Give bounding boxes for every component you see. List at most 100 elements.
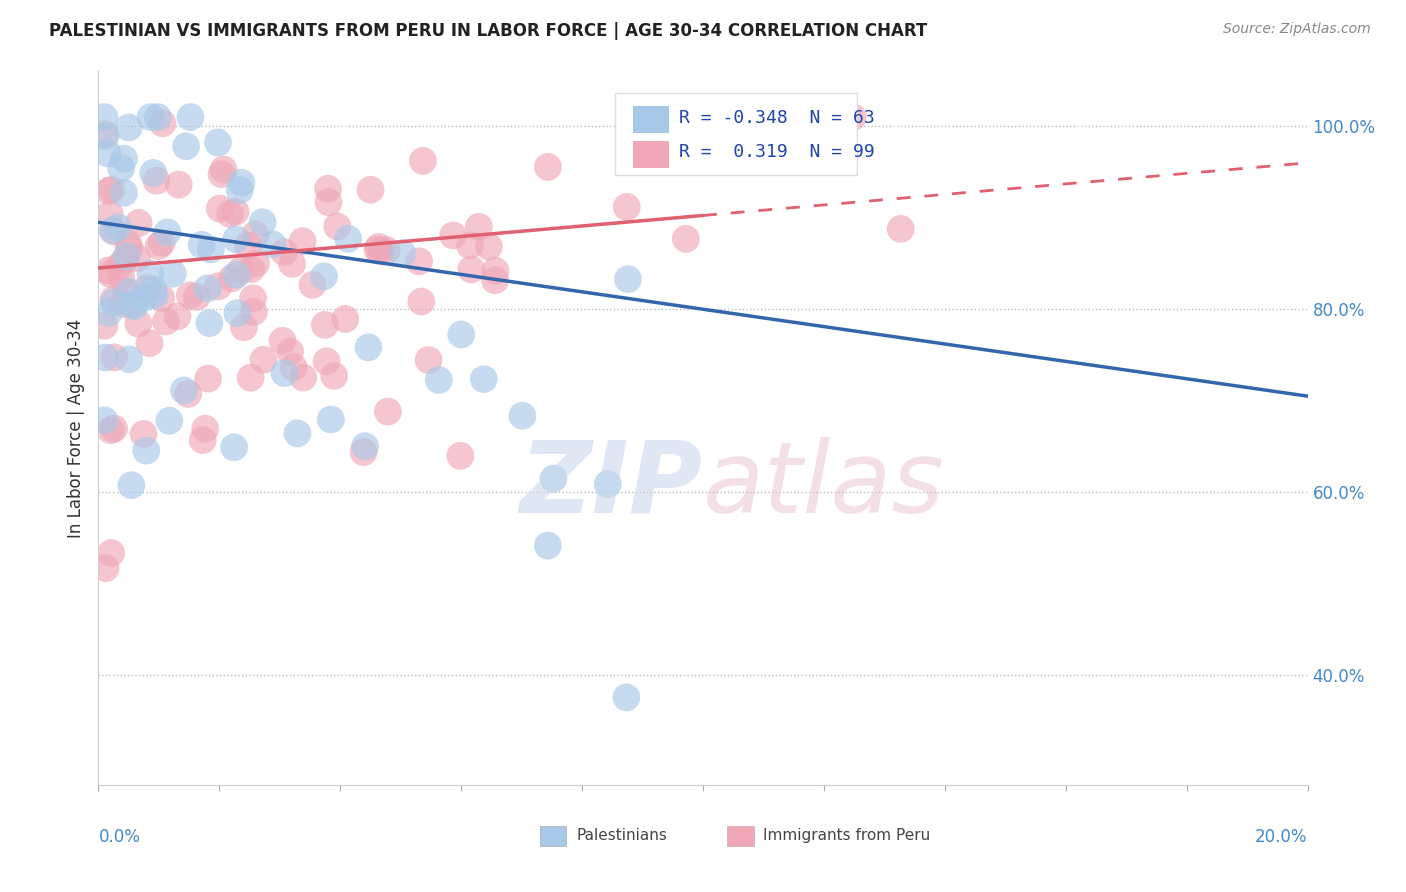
Point (97, 263, 120, 277)
Point (186, 290, 208, 304)
Point (222, 440, 245, 454)
Point (190, 237, 212, 252)
Bar (633, 141, 669, 168)
Point (115, 285, 138, 299)
Point (179, 288, 201, 302)
Point (114, 252, 136, 267)
Point (427, 373, 450, 387)
Point (537, 160, 560, 174)
Point (103, 421, 125, 435)
Point (890, 222, 912, 236)
Point (357, 340, 380, 354)
Point (233, 320, 256, 334)
Point (142, 166, 165, 180)
Point (93, 413, 115, 427)
Point (115, 249, 138, 263)
Point (103, 295, 125, 310)
Point (252, 215, 274, 229)
Point (335, 312, 357, 326)
Point (478, 239, 501, 253)
Point (112, 186, 135, 200)
Point (197, 281, 219, 295)
Point (391, 246, 413, 260)
Point (441, 228, 464, 243)
Point (96, 146, 118, 161)
Point (120, 478, 142, 492)
Point (221, 271, 243, 285)
Point (97, 184, 120, 198)
Point (121, 297, 143, 311)
Point (287, 426, 309, 441)
Point (337, 232, 360, 246)
Point (375, 243, 398, 257)
Point (125, 252, 148, 266)
Point (408, 254, 430, 268)
Point (142, 283, 165, 297)
Point (458, 238, 481, 252)
Point (103, 293, 125, 307)
Text: PALESTINIAN VS IMMIGRANTS FROM PERU IN LABOR FORCE | AGE 30-34 CORRELATION CHART: PALESTINIAN VS IMMIGRANTS FROM PERU IN L… (49, 22, 928, 40)
Point (94, 351, 117, 365)
Point (128, 216, 150, 230)
Point (173, 384, 195, 398)
Point (139, 267, 162, 281)
Point (207, 279, 229, 293)
Point (118, 120, 141, 135)
Point (93, 110, 115, 124)
Point (191, 433, 214, 447)
Point (97, 306, 120, 320)
Point (245, 227, 267, 242)
Point (132, 291, 155, 305)
Point (136, 281, 159, 295)
Point (117, 236, 139, 251)
Text: Source: ZipAtlas.com: Source: ZipAtlas.com (1223, 22, 1371, 37)
Point (162, 267, 184, 281)
Point (252, 352, 274, 367)
Point (150, 235, 173, 250)
Point (103, 351, 125, 365)
Point (647, 110, 669, 124)
Point (278, 344, 301, 359)
Point (672, 110, 695, 124)
Point (98, 207, 121, 221)
Point (245, 256, 267, 270)
Point (225, 232, 247, 246)
Point (166, 310, 188, 324)
Point (283, 360, 305, 375)
Text: R =  0.319  N = 99: R = 0.319 N = 99 (679, 143, 875, 161)
Point (118, 352, 141, 367)
Point (138, 336, 160, 351)
Text: 0.0%: 0.0% (98, 828, 141, 846)
Point (319, 412, 342, 426)
Point (100, 183, 122, 197)
Point (418, 353, 440, 368)
Point (472, 372, 495, 386)
Point (100, 423, 122, 437)
Point (174, 139, 197, 153)
Point (231, 263, 253, 277)
Point (219, 207, 242, 221)
Point (314, 318, 336, 332)
Point (110, 161, 132, 175)
Point (240, 262, 263, 277)
Point (156, 225, 179, 239)
Point (152, 116, 174, 130)
Point (93, 127, 115, 141)
Point (412, 153, 434, 168)
Point (207, 136, 229, 150)
Point (146, 110, 169, 124)
Point (312, 269, 335, 284)
Point (100, 546, 122, 560)
Bar (727, 826, 754, 846)
Point (367, 240, 389, 254)
Point (127, 317, 149, 331)
Point (200, 243, 222, 257)
Point (366, 243, 388, 257)
Point (107, 220, 129, 235)
Point (112, 152, 135, 166)
Point (512, 409, 534, 423)
Point (468, 219, 491, 234)
Point (212, 162, 235, 177)
Point (316, 182, 339, 196)
Point (110, 269, 132, 284)
